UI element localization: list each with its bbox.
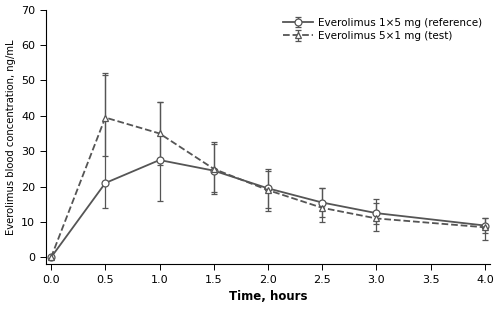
- Y-axis label: Everolimus blood concentration, ng/mL: Everolimus blood concentration, ng/mL: [6, 39, 16, 235]
- X-axis label: Time, hours: Time, hours: [228, 290, 307, 303]
- Legend: Everolimus 1×5 mg (reference), Everolimus 5×1 mg (test): Everolimus 1×5 mg (reference), Everolimu…: [280, 15, 485, 44]
